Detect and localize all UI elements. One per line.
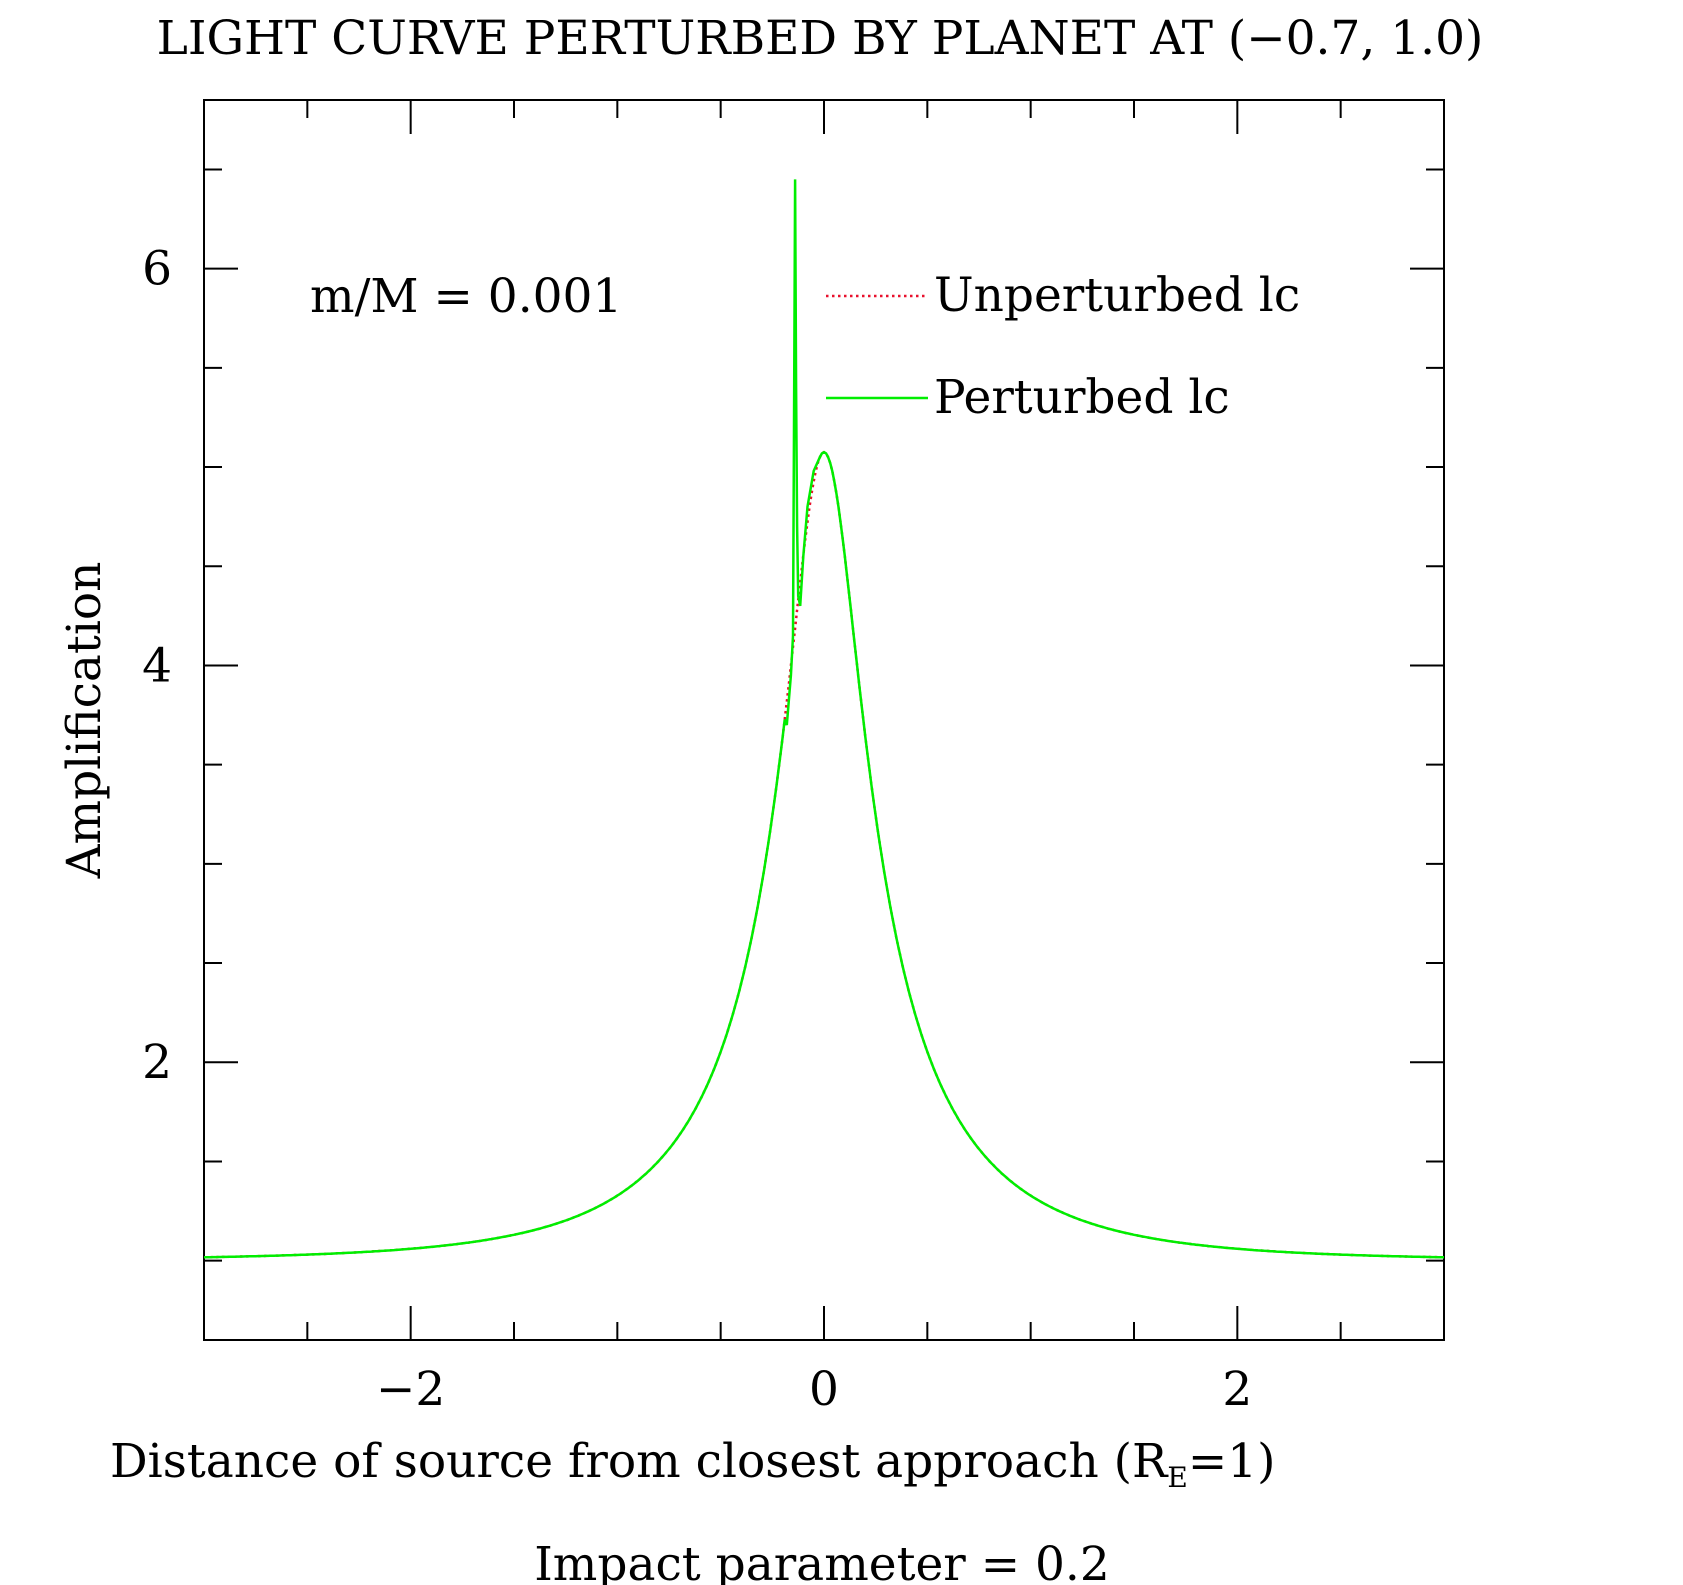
x-tick-label: 0 bbox=[809, 1362, 839, 1417]
x-axis-label-main: Distance of source from closest approach… bbox=[110, 1434, 1169, 1489]
y-tick-label: 2 bbox=[142, 1035, 172, 1090]
legend: Unperturbed lc Perturbed lc bbox=[826, 268, 1300, 425]
x-axis-label: Distance of source from closest approach… bbox=[110, 1434, 1275, 1494]
x-axis-label-subscript: E bbox=[1167, 1461, 1187, 1494]
mass-ratio-annotation: m/M = 0.001 bbox=[310, 269, 622, 324]
impact-parameter-label: Impact parameter = 0.2 bbox=[534, 1537, 1110, 1585]
x-tick-label: 2 bbox=[1222, 1362, 1252, 1417]
y-tick-label: 6 bbox=[142, 242, 172, 297]
series-line-perturbed bbox=[204, 179, 1444, 1259]
legend-label-perturbed: Perturbed lc bbox=[934, 370, 1230, 425]
axis-ticks bbox=[203, 100, 1445, 1340]
y-axis-label: Amplification bbox=[57, 562, 112, 880]
chart-title: LIGHT CURVE PERTURBED BY PLANET AT (−0.7… bbox=[157, 11, 1484, 66]
y-tick-labels: 2 4 6 bbox=[142, 242, 172, 1091]
x-tick-label: −2 bbox=[376, 1362, 445, 1417]
x-tick-labels: −2 0 2 bbox=[376, 1362, 1252, 1417]
y-tick-label: 4 bbox=[142, 638, 172, 693]
x-axis-label-tail: =1) bbox=[1188, 1434, 1276, 1489]
legend-label-unperturbed: Unperturbed lc bbox=[934, 268, 1300, 323]
series-line-unperturbed bbox=[204, 450, 1444, 1259]
